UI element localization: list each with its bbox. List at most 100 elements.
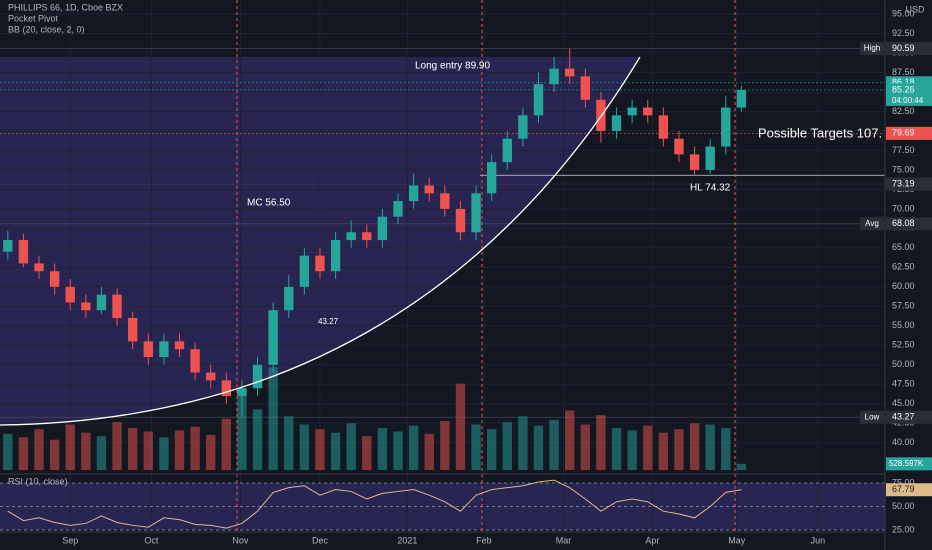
volume-bar (34, 429, 44, 470)
y-tick-label: 77.50 (892, 145, 915, 155)
volume-bar (127, 428, 138, 470)
price-badge (886, 177, 932, 191)
x-tick-label: Apr (645, 535, 659, 545)
candle-body (565, 68, 575, 77)
volume-bar (393, 431, 403, 470)
candle-body (736, 89, 747, 108)
volume-bar (81, 432, 91, 470)
price-badge-name: Low (865, 412, 880, 421)
parabolic-curve (0, 56, 641, 426)
annotation: Long entry 89.90 (415, 61, 490, 72)
volume-bar (486, 429, 497, 470)
candle-body (174, 341, 185, 350)
volume-badge (886, 457, 932, 471)
countdown: 04:00:44 (892, 96, 924, 105)
volume-bar (643, 425, 653, 470)
candle-body (221, 380, 232, 396)
price-badge-name-bg (860, 410, 884, 424)
volume-bar (658, 432, 669, 470)
candle-body (96, 294, 107, 311)
volume-bar (596, 415, 606, 470)
price-badge-name: Avg (865, 219, 879, 228)
rsi-tick-label: 75.00 (892, 477, 915, 487)
volume-bar (362, 436, 372, 470)
y-tick-label: 92.50 (892, 28, 915, 38)
candle-body (455, 208, 466, 233)
y-tick-label: 87.50 (892, 67, 915, 77)
price-badge-name-bg (860, 41, 884, 55)
volume-bar (159, 437, 169, 470)
candle-body (190, 349, 200, 373)
y-tick-label: 55.00 (892, 320, 915, 330)
y-tick-label: 95.00 (892, 8, 915, 18)
volume-bar (611, 428, 622, 470)
y-tick-label: 65.00 (892, 242, 915, 252)
volume-bar (549, 419, 559, 470)
x-tick-label: Nov (232, 535, 249, 545)
volume-bar (705, 424, 715, 470)
x-tick-label: Dec (312, 535, 329, 545)
price-badge (886, 41, 932, 55)
volume-badge-label: 528.597K (889, 459, 924, 468)
volume-bar (455, 383, 466, 470)
volume-bar (408, 425, 419, 470)
annotation: Possible Targets 107. (758, 125, 882, 140)
volume-bar (18, 437, 29, 470)
volume-bar (689, 423, 700, 470)
axis-labels: 95.0092.5090.0087.5085.0082.5080.0077.50… (62, 8, 932, 545)
candle-body (65, 286, 75, 303)
volume-bar (721, 428, 731, 470)
price-badge-label: 73.19 (892, 178, 915, 188)
price-badge (886, 217, 932, 231)
symbol-title: PHILLIPS 66, 1D, Cboe BZX (8, 2, 123, 12)
x-tick-label: Oct (144, 535, 159, 545)
price-badge-name-bg (860, 217, 884, 231)
candle-body (284, 286, 294, 311)
candle-body (159, 341, 169, 357)
y-tick-label: 62.50 (892, 262, 915, 272)
volume-bar (580, 424, 590, 470)
volume (3, 367, 747, 470)
candle-body (49, 271, 60, 287)
candle-body (518, 115, 528, 139)
candle-body (440, 193, 450, 209)
candle-body (393, 201, 403, 217)
candle-body (362, 232, 372, 241)
candle-body (127, 318, 138, 342)
volume-bar (3, 433, 13, 470)
volume-bar (49, 439, 60, 470)
candle-body (549, 68, 559, 85)
rsi-badge-label: 67.79 (892, 484, 915, 494)
candle-body (674, 138, 684, 155)
y-tick-label: 60.00 (892, 281, 915, 291)
candle-body (611, 115, 622, 131)
candle-body (689, 154, 700, 170)
y-tick-label: 47.50 (892, 379, 915, 389)
volume-bar (112, 422, 122, 470)
price-badge-label: 79.69 (892, 128, 915, 138)
volume-bar (190, 426, 200, 470)
volume-bar (143, 431, 153, 470)
volume-bar (221, 418, 232, 470)
rsi-title: RSI (10, close) (8, 476, 68, 486)
x-tick-label: Mar (556, 535, 572, 545)
rsi-tick-label: 25.00 (892, 524, 915, 534)
y-tick-label: 40.00 (892, 437, 915, 447)
candle-body (81, 302, 91, 311)
volume-bar (315, 429, 325, 470)
price-badge-label: 85.26 (892, 84, 915, 94)
y-tick-label: 82.50 (892, 106, 915, 116)
candle-body (643, 107, 653, 116)
annotation: 43.27 (318, 317, 339, 326)
candle-body (206, 372, 216, 381)
price-badge (886, 126, 932, 140)
candle-body (486, 162, 497, 194)
volume-bar (346, 423, 356, 470)
y-tick-label: 75.00 (892, 164, 915, 174)
candle-body (721, 107, 731, 147)
volume-bar (330, 432, 341, 470)
candle-body (705, 146, 715, 170)
candle-body (34, 263, 44, 272)
price-badge (886, 410, 932, 424)
